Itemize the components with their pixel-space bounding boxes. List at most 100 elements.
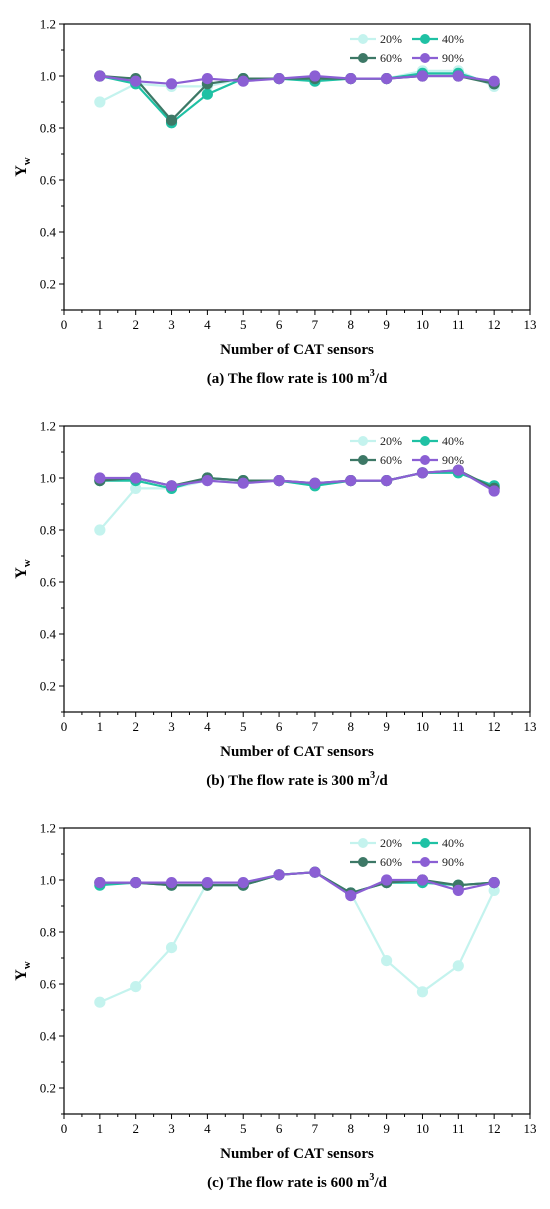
x-tick-label: 1 <box>97 1121 104 1136</box>
x-axis-label: Number of CAT sensors <box>220 1146 374 1162</box>
data-point-90% <box>416 874 429 886</box>
data-point-90% <box>273 475 285 487</box>
data-point-90% <box>345 475 357 487</box>
data-point-90% <box>130 877 142 889</box>
x-tick-label: 0 <box>61 1121 68 1136</box>
data-point-90% <box>345 890 357 902</box>
y-tick-label: 1.2 <box>40 821 56 836</box>
legend-marker-60% <box>358 857 368 867</box>
caption-superscript: 3 <box>370 368 375 379</box>
data-point-20% <box>94 96 106 108</box>
legend-label-40%: 40% <box>442 434 464 448</box>
data-point-90% <box>165 877 178 889</box>
x-tick-label: 9 <box>383 1121 390 1136</box>
figure-caption: (b) The flow rate is 300 m3/d <box>206 770 388 789</box>
figure-caption: (c) The flow rate is 600 m3/d <box>207 1172 387 1191</box>
data-point-20% <box>130 981 142 993</box>
data-point-90% <box>345 73 357 85</box>
x-tick-label: 6 <box>276 1121 283 1136</box>
y-axis-label: Yw <box>13 157 33 177</box>
data-point-20% <box>165 942 178 954</box>
caption-tail: /d <box>374 371 388 387</box>
chart-panel-a: 0 1 2 3 4 5 6 7 8 9 10 11 12 13 0.2 0.4 0.6 0.8 1.0 1.2 Numb… <box>0 0 550 400</box>
legend-marker-20% <box>358 34 368 44</box>
x-tick-label: 11 <box>452 1121 465 1136</box>
x-tick-label: 13 <box>524 719 537 734</box>
x-tick-label: 4 <box>204 317 211 332</box>
data-point-90% <box>237 75 249 87</box>
x-tick-label: 10 <box>416 1121 429 1136</box>
data-point-90% <box>273 73 285 85</box>
legend-label-60%: 60% <box>380 855 402 869</box>
x-tick-label: 8 <box>348 1121 355 1136</box>
series-line-90% <box>99 74 495 85</box>
y-axis-label-subscript: w <box>21 157 33 165</box>
legend-marker-60% <box>358 53 368 63</box>
chart-panel-c: 0 1 2 3 4 5 6 7 8 9 10 11 12 13 0.2 0.4 0.6 0.8 1.0 1.2 Numb… <box>0 804 550 1204</box>
data-point-20% <box>94 996 106 1008</box>
x-tick-label: 11 <box>452 317 465 332</box>
y-axis-label-subscript: w <box>21 559 33 567</box>
x-tick-label: 8 <box>348 317 355 332</box>
legend-marker-40% <box>420 34 430 44</box>
data-point-90% <box>201 73 213 85</box>
legend-marker-40% <box>420 436 430 446</box>
legend-label-90%: 90% <box>442 51 464 65</box>
x-tick-label: 4 <box>204 719 211 734</box>
line-chart-c: 0 1 2 3 4 5 6 7 8 9 10 11 12 130.20.40.60.81.01.2Numb… <box>13 821 537 1192</box>
data-point-90% <box>452 70 464 82</box>
y-tick-label: 1.0 <box>40 873 56 888</box>
data-point-90% <box>452 884 464 897</box>
series-line-40% <box>99 72 495 125</box>
y-tick-label: 0.2 <box>40 679 56 694</box>
x-tick-label: 4 <box>204 1121 211 1136</box>
x-tick-label: 2 <box>132 1121 139 1136</box>
x-tick-label: 5 <box>240 317 247 332</box>
caption-superscript: 3 <box>370 770 375 781</box>
y-tick-label: 0.8 <box>40 523 56 538</box>
x-tick-label: 2 <box>132 317 139 332</box>
x-tick-label: 10 <box>416 719 429 734</box>
y-tick-label: 0.4 <box>40 225 57 240</box>
data-point-20% <box>452 960 464 972</box>
y-axis-label-main: Y <box>13 969 30 981</box>
x-tick-label: 0 <box>61 719 68 734</box>
y-axis-label: Yw <box>13 559 33 579</box>
x-tick-label: 9 <box>383 317 390 332</box>
data-point-90% <box>94 877 106 889</box>
y-tick-label: 0.8 <box>40 121 56 136</box>
data-point-90% <box>309 866 321 878</box>
y-tick-label: 1.2 <box>40 17 56 32</box>
data-point-90% <box>416 70 429 82</box>
x-tick-label: 13 <box>524 317 537 332</box>
x-axis-label: Number of CAT sensors <box>220 744 374 760</box>
data-point-20% <box>94 524 106 536</box>
line-chart-b: 0 1 2 3 4 5 6 7 8 9 10 11 12 130.20.40.60.81.01.2Numb… <box>13 419 537 790</box>
legend-label-60%: 60% <box>380 51 402 65</box>
legend-marker-90% <box>420 857 430 867</box>
data-point-90% <box>381 73 393 85</box>
chart-panel-b: 0 1 2 3 4 5 6 7 8 9 10 11 12 13 0.2 0.4 0.6 0.8 1.0 1.2 Numb… <box>0 402 550 802</box>
x-tick-label: 3 <box>168 1121 175 1136</box>
data-point-90% <box>94 70 106 82</box>
legend-marker-20% <box>358 838 368 848</box>
data-point-90% <box>94 472 106 484</box>
data-point-90% <box>165 78 178 90</box>
y-tick-label: 0.6 <box>40 575 57 590</box>
x-tick-label: 5 <box>240 719 247 734</box>
data-point-90% <box>488 485 500 497</box>
line-chart-a: 0 1 2 3 4 5 6 7 8 9 10 11 12 130.20.40.60.81.01.2Numb… <box>13 17 537 388</box>
legend-label-40%: 40% <box>442 32 464 46</box>
series-line-90% <box>99 871 495 897</box>
legend-label-20%: 20% <box>380 32 402 46</box>
data-point-90% <box>130 75 142 87</box>
data-point-90% <box>309 70 321 82</box>
x-tick-label: 9 <box>383 719 390 734</box>
figure-caption: (a) The flow rate is 100 m3/d <box>207 368 388 387</box>
data-point-60% <box>165 114 178 126</box>
y-tick-label: 0.4 <box>40 1029 57 1044</box>
data-point-90% <box>237 877 249 889</box>
data-point-90% <box>452 464 464 476</box>
data-point-90% <box>130 472 142 484</box>
data-point-90% <box>273 869 285 881</box>
